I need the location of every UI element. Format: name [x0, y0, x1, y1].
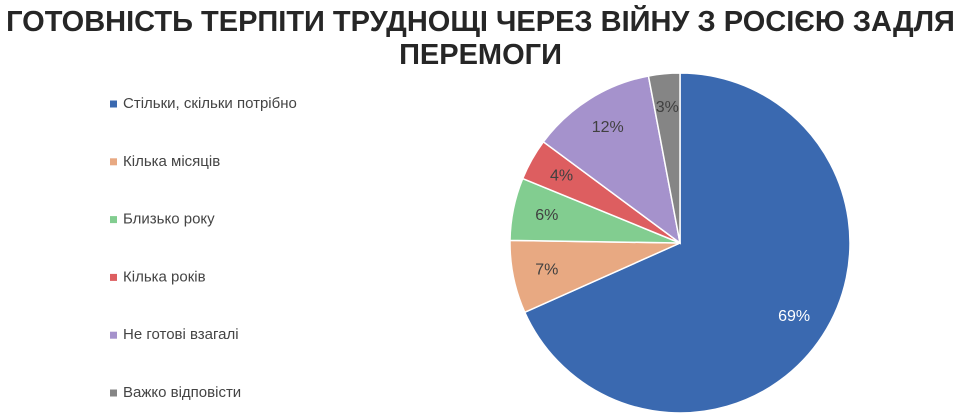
legend-label: Близько року — [123, 211, 215, 228]
legend-marker — [110, 331, 117, 339]
data-label: 3% — [656, 99, 679, 116]
legend-marker — [110, 216, 117, 224]
legend-marker — [110, 158, 117, 166]
pie-slice — [542, 75, 682, 245]
legend-marker — [110, 389, 117, 397]
data-label: 12% — [592, 119, 624, 136]
legend-marker — [110, 100, 117, 108]
pie-slice — [523, 72, 851, 414]
data-label: 4% — [550, 167, 573, 184]
legend-label: Стільки, скільки потрібно — [123, 95, 297, 112]
data-label: 69% — [778, 308, 810, 325]
legend-marker — [110, 273, 117, 281]
data-label: 6% — [535, 207, 558, 224]
chart-title: ГОТОВНІСТЬ ТЕРПІТИ ТРУДНОЩІ ЧЕРЕЗ ВІЙНУ … — [6, 6, 955, 71]
legend-label: Важко відповісти — [123, 384, 241, 401]
pie-slice — [647, 72, 681, 244]
legend-label: Кілька місяців — [123, 153, 220, 170]
legend-label: Кілька років — [123, 268, 206, 285]
legend-label: Не готові взагалі — [123, 326, 239, 343]
data-label: 7% — [535, 262, 558, 279]
